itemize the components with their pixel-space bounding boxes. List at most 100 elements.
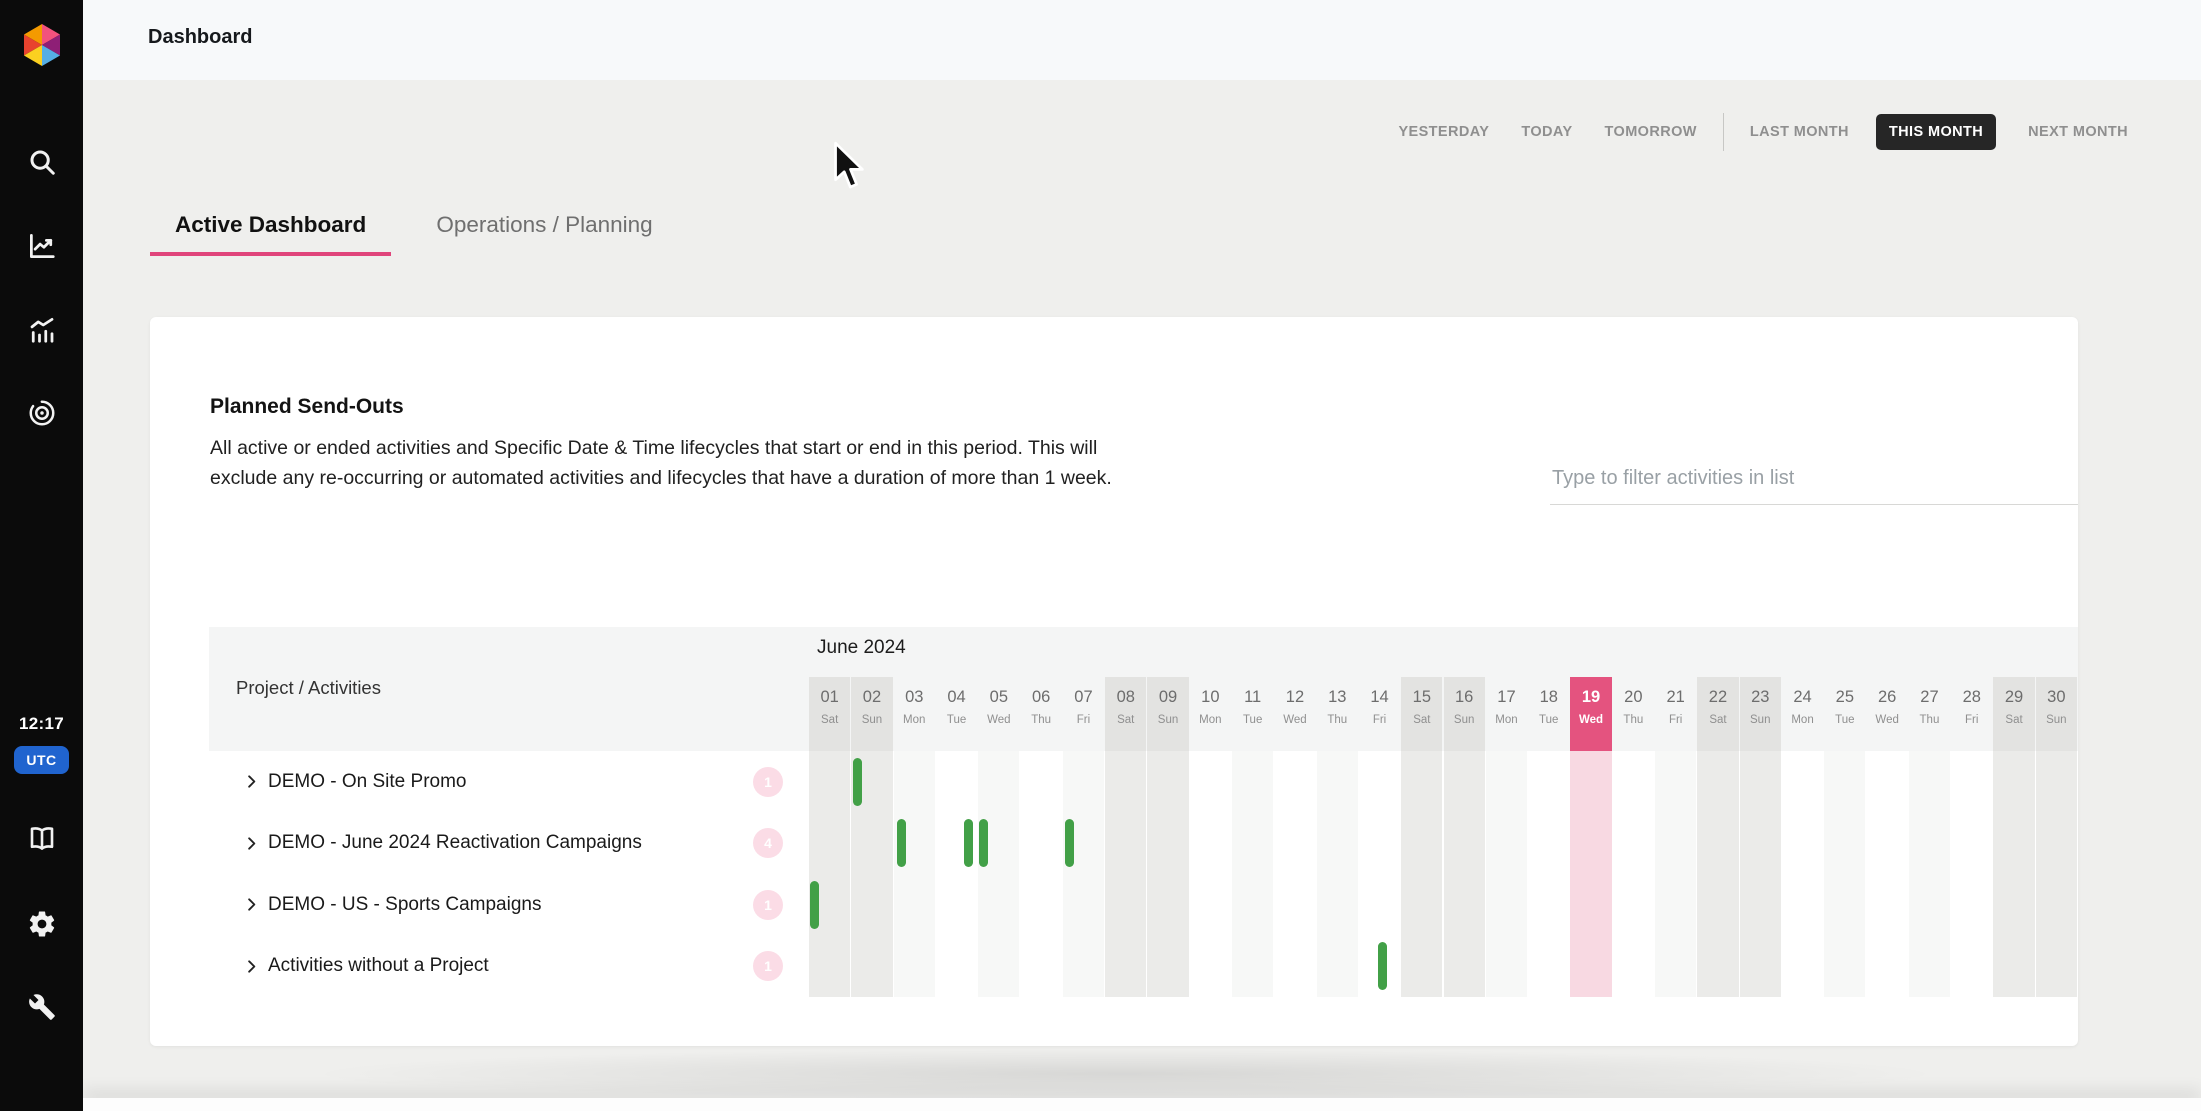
day-number: 23: [1751, 688, 1770, 706]
day-column-07: [1062, 751, 1105, 997]
project-row[interactable]: DEMO - US - Sports Campaigns 1: [209, 874, 809, 936]
activity-bar[interactable]: [963, 819, 973, 868]
day-column-24: [1781, 751, 1824, 997]
activity-bar[interactable]: [979, 819, 989, 868]
project-row[interactable]: Activities without a Project 1: [209, 936, 809, 998]
range-toolbar: YESTERDAY TODAY TOMORROW LAST MONTH THIS MON…: [1398, 112, 2128, 152]
day-column-22: [1697, 751, 1739, 997]
day-number: 05: [989, 688, 1009, 706]
day-number: 04: [947, 688, 966, 706]
next-card-shadow: [300, 1048, 1950, 1100]
day-of-week: Fri: [1372, 714, 1387, 726]
hexagon-logo-icon: [23, 24, 60, 66]
panel-description: All active or ended activities and Speci…: [210, 437, 1112, 489]
day-header-05: 05 Wed: [978, 677, 1019, 751]
day-header-08: 08 Sat: [1105, 677, 1147, 751]
schedule-gantt: Project / Activities June 2024 01 Sat 02 Su…: [209, 627, 2078, 998]
schedule-body: [209, 751, 2078, 997]
activity-filter-input[interactable]: [1550, 457, 2078, 505]
chevron-right-icon[interactable]: [244, 897, 259, 912]
day-of-week: Thu: [1623, 714, 1644, 726]
line-chart-icon: [29, 234, 55, 258]
gear-icon: [29, 911, 54, 937]
project-row[interactable]: DEMO - June 2024 Reactivation Campaigns 4: [209, 813, 809, 875]
day-header-22: 22 Sat: [1697, 677, 1739, 751]
sidebar-item-knowledge[interactable]: [0, 822, 83, 854]
day-header-10: 10 Mon: [1190, 677, 1231, 751]
range-button-tomorrow[interactable]: TOMORROW: [1604, 124, 1697, 140]
day-number: 22: [1708, 688, 1728, 706]
range-button-this-month[interactable]: THIS MONTH: [1875, 114, 1997, 150]
day-number: 01: [820, 688, 839, 706]
wrench-icon: [28, 994, 55, 1020]
range-button-yesterday[interactable]: YESTERDAY: [1398, 124, 1490, 140]
day-column-26: [1866, 751, 1908, 997]
day-column-01: [809, 751, 851, 997]
day-of-week: Sat: [1413, 714, 1431, 726]
day-number: 16: [1454, 688, 1474, 706]
day-number: 12: [1285, 688, 1305, 706]
day-header-09: 09 Sun: [1147, 677, 1189, 751]
search-icon: [30, 150, 55, 175]
day-number: 15: [1412, 688, 1432, 706]
day-number: 20: [1624, 688, 1643, 706]
project-row-label: DEMO - On Site Promo: [268, 770, 467, 792]
chevron-right-icon[interactable]: [244, 774, 259, 789]
day-of-week: Sat: [1117, 714, 1135, 726]
activity-bar[interactable]: [809, 880, 819, 929]
sidebar-item-tools[interactable]: [0, 991, 83, 1023]
day-header-16: 16 Sun: [1443, 677, 1485, 751]
day-of-week: Tue: [1835, 714, 1855, 726]
day-of-week: Thu: [1919, 714, 1940, 726]
sidebar-item-reports[interactable]: [0, 314, 83, 346]
schedule-header: Project / Activities June 2024 01 Sat 02 Su…: [209, 627, 2078, 751]
chevron-right-icon[interactable]: [244, 836, 259, 851]
sidebar-item-search[interactable]: [0, 146, 83, 178]
panel-title: Planned Send-Outs: [210, 395, 404, 418]
day-column-13: [1316, 751, 1358, 997]
day-column-17: [1485, 751, 1528, 997]
day-of-week: Fri: [1668, 714, 1683, 726]
dashboard-tabs: Active Dashboard Operations / Planning: [150, 212, 678, 256]
day-header-19: 19 Wed: [1570, 677, 1612, 751]
day-number: 27: [1920, 688, 1939, 706]
activity-bar[interactable]: [1377, 942, 1387, 991]
activity-bar[interactable]: [853, 757, 863, 806]
day-number: 08: [1116, 688, 1135, 706]
day-number: 29: [2004, 688, 2024, 706]
range-button-today[interactable]: TODAY: [1521, 124, 1573, 140]
day-header-03: 03 Mon: [894, 677, 935, 751]
day-header-06: 06 Thu: [1021, 677, 1062, 751]
day-column-06: [1020, 751, 1062, 997]
day-column-08: [1105, 751, 1147, 997]
activity-bar[interactable]: [1064, 819, 1074, 868]
project-row-label: DEMO - June 2024 Reactivation Campaigns: [268, 832, 642, 854]
day-of-week: Sun: [1750, 714, 1771, 726]
chevron-right-icon[interactable]: [244, 959, 259, 974]
day-number: 26: [1877, 688, 1897, 706]
day-number: 21: [1666, 688, 1685, 706]
day-number: 02: [862, 688, 882, 706]
day-column-20: [1612, 751, 1654, 997]
sidebar-item-analytics[interactable]: [0, 230, 83, 262]
day-header-23: 23 Sun: [1739, 677, 1781, 751]
day-of-week: Fri: [1965, 714, 1979, 726]
day-number: 14: [1370, 688, 1389, 706]
day-column-23: [1739, 751, 1781, 997]
tab-operations-planning[interactable]: Operations / Planning: [436, 212, 653, 237]
range-button-last-month[interactable]: LAST MONTH: [1749, 124, 1849, 140]
activity-count-badge: 1: [753, 951, 783, 982]
sidebar-item-settings[interactable]: [0, 908, 83, 940]
project-row[interactable]: DEMO - On Site Promo 1: [209, 751, 809, 813]
toolbar-divider: [1722, 113, 1724, 151]
sidebar-item-targets[interactable]: [0, 397, 83, 429]
tab-active-dashboard[interactable]: Active Dashboard: [150, 212, 392, 256]
day-column-12: [1274, 751, 1316, 997]
month-label: June 2024: [817, 637, 906, 658]
range-button-next-month[interactable]: NEXT MONTH: [2028, 124, 2128, 140]
app-logo[interactable]: [0, 22, 83, 68]
day-column-27: [1908, 751, 1951, 997]
day-of-week: Thu: [1327, 714, 1348, 726]
activity-bar[interactable]: [896, 819, 906, 868]
timezone-badge[interactable]: UTC: [0, 744, 83, 776]
